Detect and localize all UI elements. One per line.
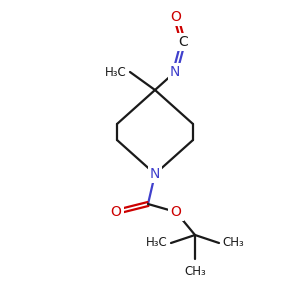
Text: H₃C: H₃C — [146, 236, 168, 250]
Text: N: N — [170, 65, 180, 79]
Text: O: O — [111, 205, 122, 219]
Text: C: C — [178, 35, 188, 49]
Text: CH₃: CH₃ — [184, 265, 206, 278]
Text: H₃C: H₃C — [105, 65, 127, 79]
Text: O: O — [171, 10, 182, 24]
Text: CH₃: CH₃ — [222, 236, 244, 250]
Text: O: O — [171, 205, 182, 219]
Text: N: N — [150, 167, 160, 181]
